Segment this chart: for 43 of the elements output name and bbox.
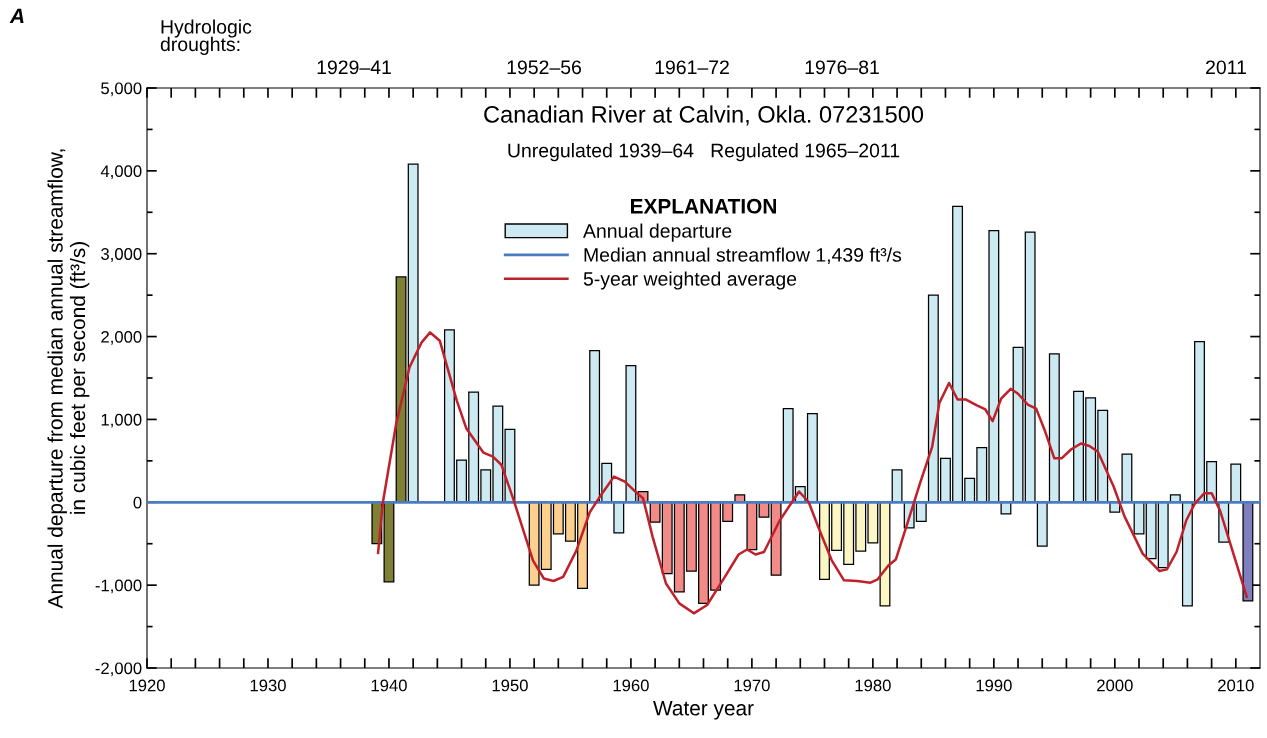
x-tick-label: 1990 — [976, 679, 1012, 692]
y-tick-label: 2,000 — [101, 330, 142, 345]
legend-title: EXPLANATION — [631, 198, 776, 214]
text: Unregulated 1939–64 Regulated 1965–2011 — [508, 143, 900, 162]
legend-label: 5-year weighted average — [583, 271, 797, 290]
bar — [1121, 453, 1133, 503]
bar — [1036, 501, 1048, 547]
x-axis-title: Water year — [653, 700, 754, 720]
text: 2011 — [1206, 60, 1246, 75]
y-tick-label: 0 — [133, 496, 142, 509]
legend-label: Median annual streamflow 1,439 ft³/s — [584, 247, 902, 265]
y-tick-label: 3,000 — [101, 248, 142, 262]
x-tick-label: 1970 — [734, 679, 770, 692]
text: A — [9, 8, 24, 24]
x-tick-label: 1920 — [129, 679, 165, 692]
text: 1952–56 — [507, 60, 581, 75]
bar — [1048, 353, 1060, 503]
x-tick-label: 2000 — [1097, 679, 1133, 692]
y-tick-label: -1,000 — [95, 579, 142, 594]
x-tick-label: 1980 — [855, 679, 891, 692]
x-tick-label: 1950 — [492, 679, 528, 692]
bar — [891, 469, 903, 503]
text: 1961–72 — [655, 60, 729, 75]
y-tick-label: 4,000 — [100, 165, 142, 180]
bar — [1181, 501, 1193, 607]
text: Canadian River at Calvin, Okla. 07231500 — [484, 105, 924, 126]
x-tick-label: 1940 — [371, 679, 407, 692]
line-series — [376, 331, 1248, 615]
y-axis-title: Annual departure from median annual streamflow, in cubic feet per second (ft³/s) — [47, 149, 90, 609]
text: Hydrologic droughts: — [160, 19, 252, 55]
legend-label: Annual departure — [583, 223, 732, 242]
x-tick-label: 1960 — [613, 679, 649, 692]
y-tick-label: 5,000 — [101, 82, 142, 97]
text: 1929–41 — [317, 60, 391, 75]
x-tick-label: 1930 — [250, 679, 286, 692]
bar — [746, 501, 758, 551]
bar — [613, 501, 625, 534]
text: 1976–81 — [805, 60, 879, 75]
bar — [625, 364, 637, 503]
x-tick-label: 2010 — [1218, 679, 1254, 692]
bar — [1230, 463, 1242, 503]
y-tick-label: -2,000 — [95, 662, 142, 677]
y-tick-label: 1,000 — [101, 413, 142, 428]
